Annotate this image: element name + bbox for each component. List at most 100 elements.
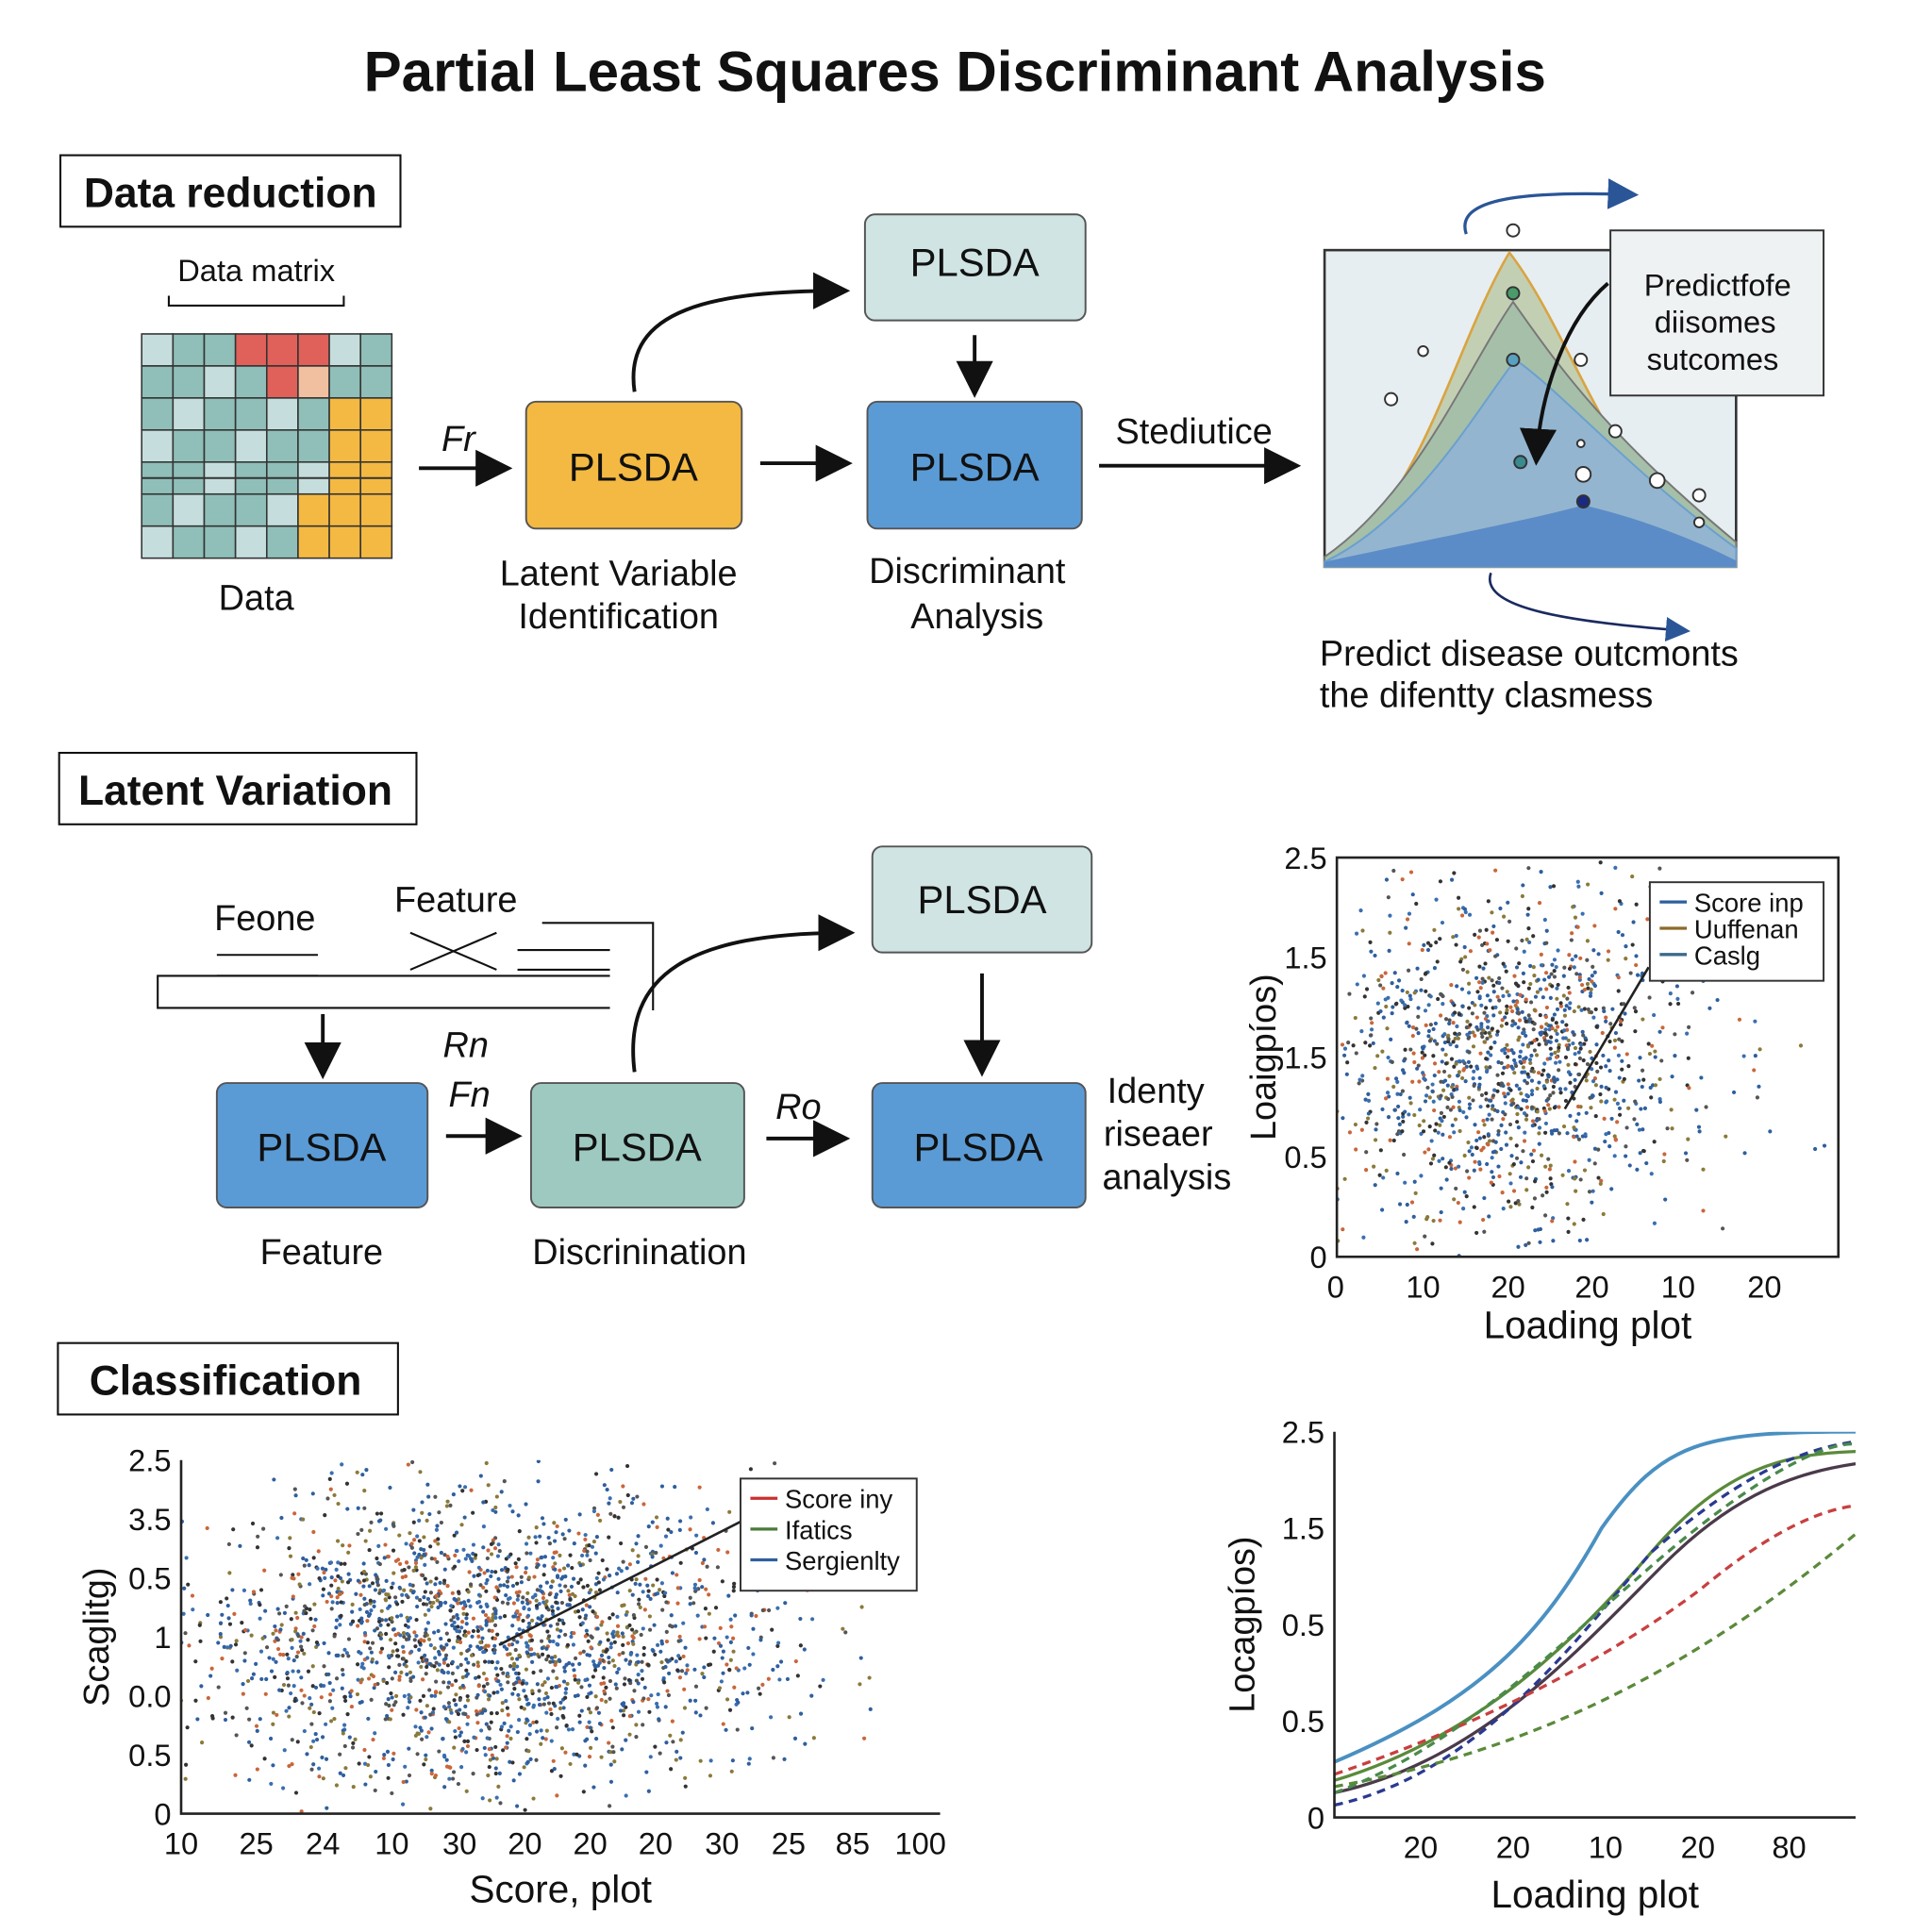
scatter-dot — [707, 1611, 711, 1616]
scatter-dot — [646, 1789, 651, 1793]
scatter-dot — [1552, 1106, 1557, 1110]
scatter-dot — [579, 1708, 584, 1713]
scatter-dot — [484, 1722, 489, 1726]
x-tick-label: 10 — [1661, 1269, 1695, 1304]
scatter-dot — [1476, 935, 1481, 940]
scatter-dot — [499, 1687, 504, 1691]
scatter-dot — [328, 1560, 334, 1565]
scatter-dot — [293, 1790, 299, 1795]
scatter-dot — [306, 1669, 311, 1674]
scatter-dot — [1319, 1022, 1323, 1025]
scatter-dot — [453, 1553, 458, 1557]
scatter-dot — [563, 1695, 568, 1700]
scatter-dot — [666, 1527, 671, 1532]
scatter-dot — [1515, 1007, 1520, 1011]
scatter-dot — [1433, 1128, 1438, 1133]
scatter-dot — [1637, 1078, 1641, 1083]
scatter-dot — [1407, 1024, 1411, 1028]
scatter-dot — [368, 1646, 373, 1651]
scatter-dot — [1606, 958, 1610, 962]
scatter-dot — [1499, 1146, 1504, 1152]
scatter-dot — [634, 1541, 639, 1546]
scatter-dot — [484, 1620, 489, 1624]
scatter-dot — [484, 1581, 489, 1586]
scatter-dot — [551, 1639, 556, 1644]
scatter-dot — [631, 1613, 636, 1618]
scatter-dot — [525, 1681, 529, 1686]
scatter-dot — [1432, 1108, 1437, 1113]
scatter-dot — [681, 1654, 686, 1659]
scatter-dot — [691, 1601, 696, 1606]
scatter-dot — [460, 1683, 465, 1689]
scatter-dot — [555, 1793, 559, 1798]
scatter-dot — [1411, 1051, 1416, 1056]
scatter-dot — [255, 1545, 260, 1550]
scatter-dot — [1524, 1242, 1528, 1247]
node — [215, 1082, 429, 1208]
scatter-dot — [449, 1618, 454, 1623]
scatter-dot — [1528, 1060, 1533, 1066]
scatter-dot — [1499, 1024, 1504, 1028]
scatter-dot — [1599, 1178, 1604, 1183]
scatter-dot — [1477, 1159, 1482, 1165]
scatter-dot — [1478, 1167, 1483, 1172]
scatter-dot — [356, 1677, 360, 1682]
scatter-dot — [492, 1636, 498, 1641]
scatter-dot — [1549, 972, 1554, 976]
scatter-dot — [390, 1620, 394, 1624]
scatter-dot — [1798, 1043, 1804, 1048]
scatter-dot — [290, 1762, 294, 1767]
scatter-dot — [1499, 1081, 1504, 1086]
scatter-dot — [1578, 1042, 1584, 1047]
matrix-cell — [141, 492, 175, 527]
scatter-dot — [557, 1618, 561, 1623]
scatter-dot — [700, 1560, 705, 1566]
scatter-dot — [495, 1554, 501, 1558]
scatter-dot — [392, 1424, 396, 1428]
scatter-dot — [415, 1534, 420, 1539]
scatter-dot — [568, 1597, 573, 1602]
scatter-dot — [279, 1623, 284, 1627]
scatter-dot — [1616, 1053, 1621, 1058]
scatter-dot — [377, 1445, 381, 1449]
scatter-dot — [1638, 1151, 1642, 1156]
scatter-dot — [1599, 1084, 1604, 1089]
data-matrix — [141, 333, 393, 559]
scatter-dot — [1477, 1136, 1482, 1141]
scatter-dot — [1576, 1111, 1581, 1116]
scatter-dot — [384, 1631, 389, 1637]
scatter-dot — [704, 1587, 708, 1591]
scatter-dot — [1524, 1105, 1530, 1109]
scatter-dot — [669, 1767, 674, 1772]
scatter-dot — [1484, 1057, 1489, 1061]
node — [525, 400, 743, 530]
scatter-dot — [1526, 866, 1531, 871]
scatter-dot — [183, 1631, 188, 1636]
scatter-dot — [657, 1717, 661, 1722]
scatter-dot — [1519, 1091, 1524, 1096]
scatter-dot — [441, 1821, 444, 1824]
scatter-dot — [1502, 1065, 1507, 1070]
x-axis-label: Loading plot — [1484, 1303, 1692, 1346]
scatter-dot — [474, 1708, 479, 1714]
scatter-dot — [1459, 987, 1465, 991]
scatter-dot — [1441, 1132, 1445, 1137]
scatter-dot — [585, 1694, 590, 1700]
scatter-dot — [509, 1657, 514, 1661]
scatter-dot — [1300, 1123, 1304, 1126]
scatter-dot — [693, 1710, 698, 1715]
scatter-dot — [1457, 1164, 1461, 1169]
scatter-dot — [1543, 1027, 1548, 1032]
scatter-dot — [1549, 1052, 1554, 1057]
scatter-dot — [1533, 1179, 1538, 1184]
scatter-dot — [273, 1639, 277, 1643]
scatter-dot — [418, 1725, 423, 1730]
scatter-dot — [1430, 1157, 1436, 1161]
scatter-dot — [1561, 993, 1566, 998]
scatter-dot — [186, 1582, 191, 1587]
scatter-dot — [481, 1650, 486, 1655]
scatter-dot — [1653, 1055, 1657, 1059]
scatter-dot — [1577, 1056, 1583, 1061]
scatter-dot — [1341, 1227, 1345, 1232]
scatter-dot — [1419, 1174, 1424, 1178]
